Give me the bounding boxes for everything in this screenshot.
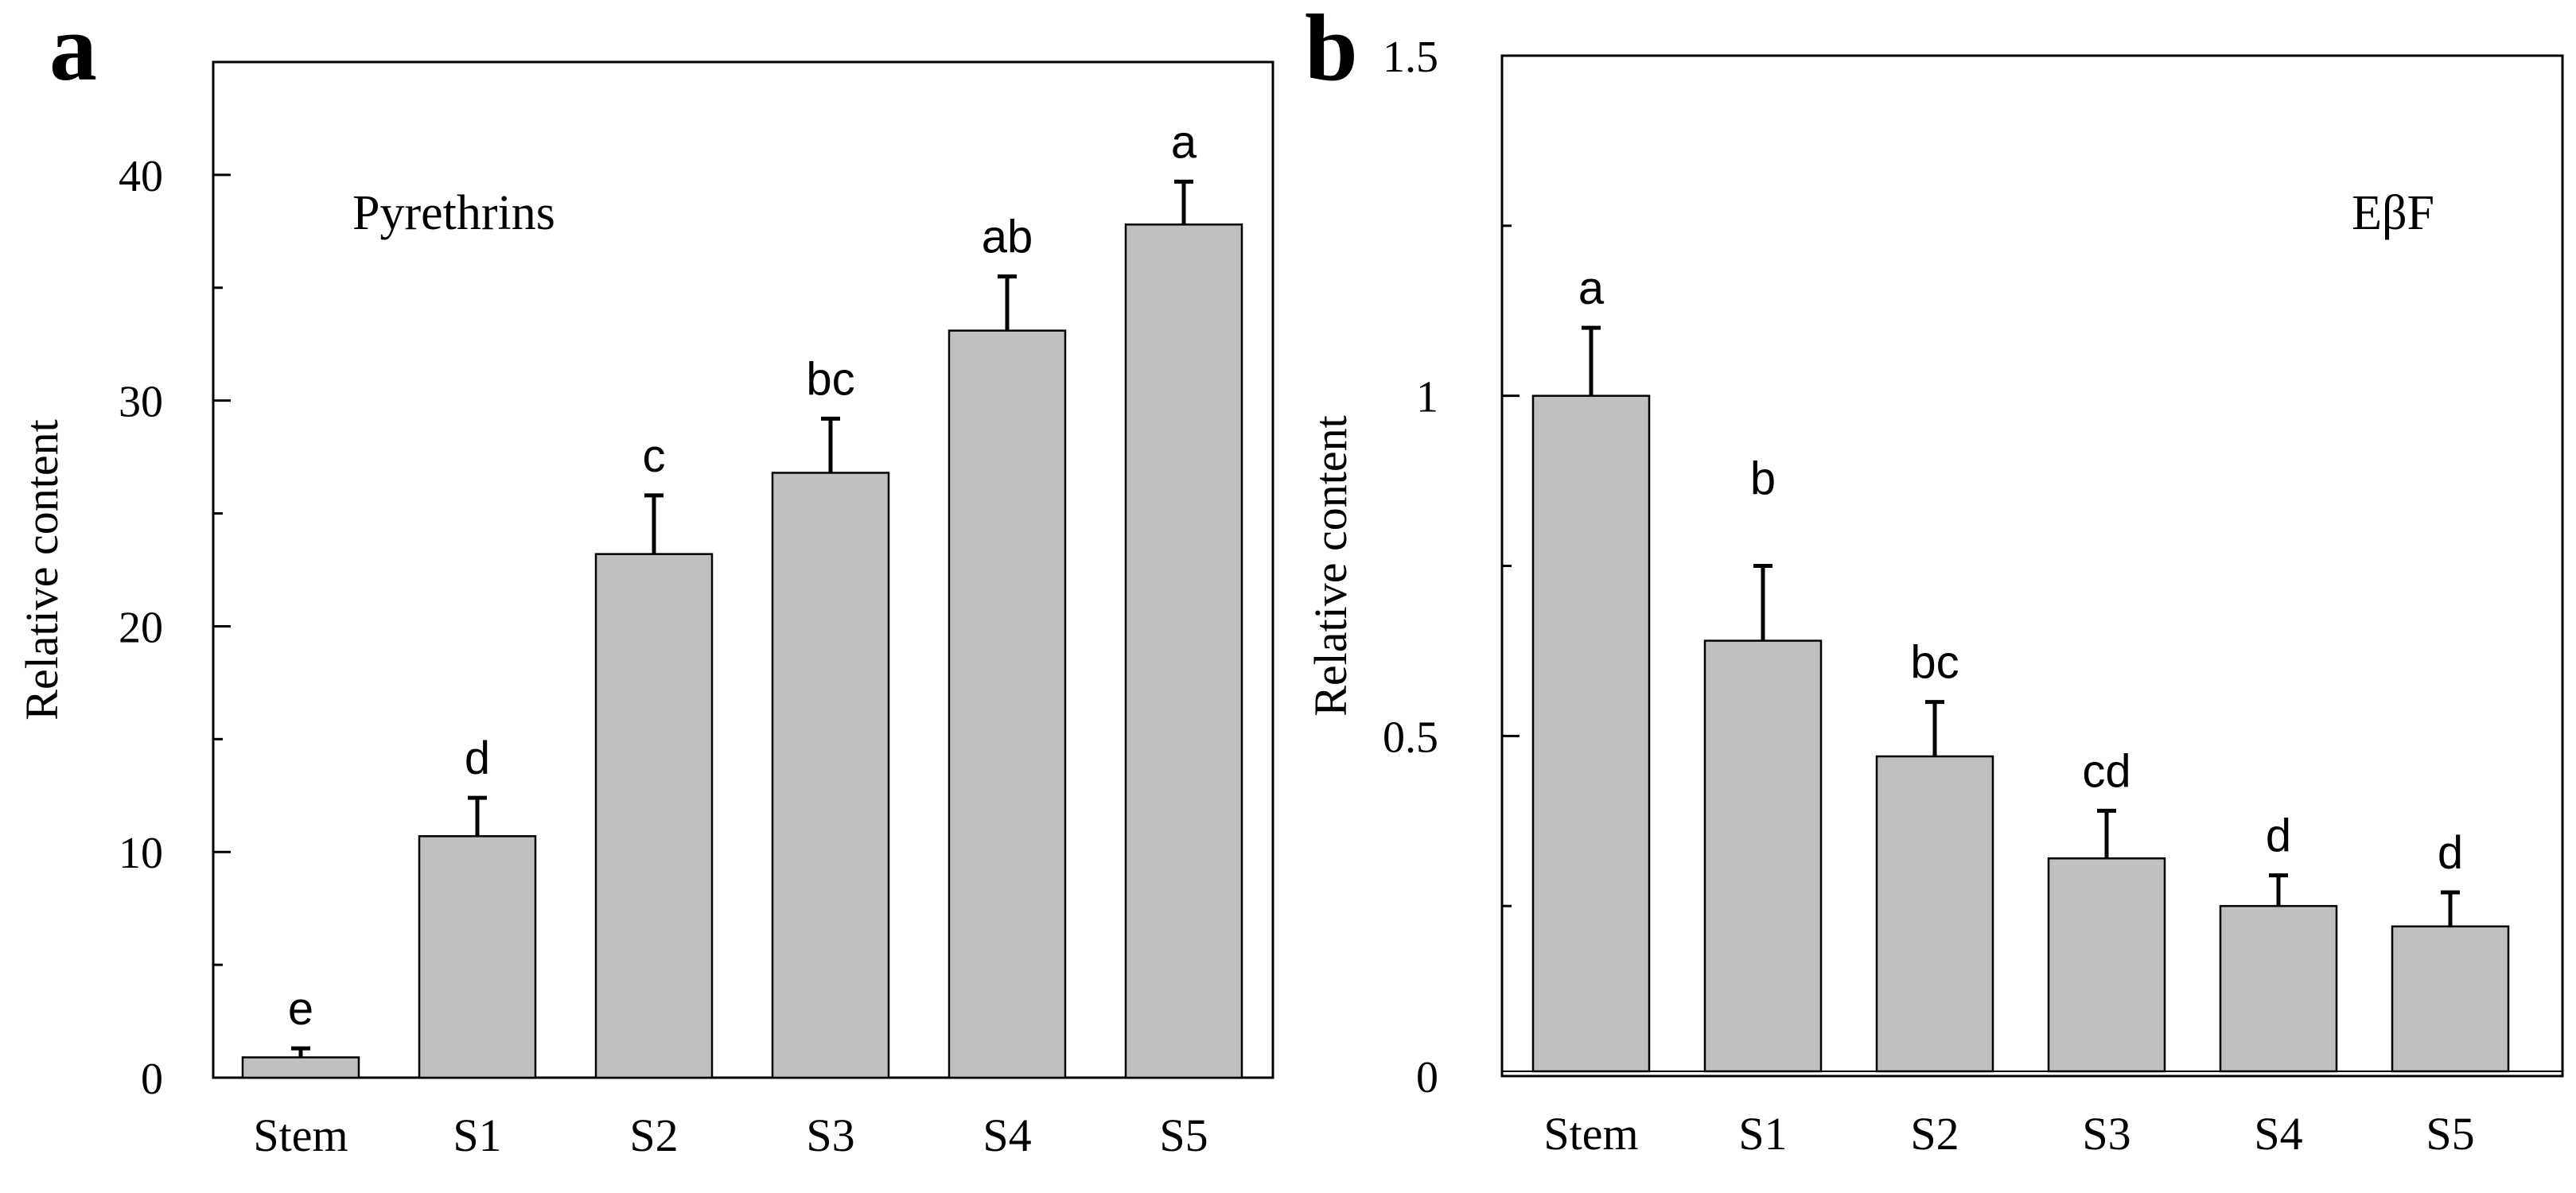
bar-s2	[594, 553, 714, 1079]
y-tick-label: 30	[119, 378, 163, 427]
y-tick-label: 0	[1416, 1053, 1438, 1102]
bar-s5	[1124, 223, 1243, 1079]
bar-s4	[2219, 904, 2338, 1073]
significance-letter: a	[1171, 116, 1197, 168]
x-tick-label: S3	[2082, 1108, 2130, 1160]
significance-letter: c	[643, 430, 666, 482]
y-tick-label: 40	[119, 152, 163, 201]
chart-title: Pyrethrins	[352, 186, 555, 240]
x-tick-label: Stem	[1543, 1108, 1638, 1160]
panel-letter: b	[1305, 0, 1358, 100]
chart-panel-a: a Pyrethrins Relative content 0 10 20 30 40 e Ste…	[16, 0, 1274, 1161]
significance-letter: d	[465, 733, 490, 784]
significance-letter: b	[1750, 453, 1776, 505]
x-tick-label: S1	[453, 1109, 501, 1161]
significance-letter: cd	[2082, 745, 2130, 797]
bar-stem	[1531, 394, 1651, 1073]
y-axis-label: Relative content	[1305, 415, 1356, 716]
bar-s1	[1703, 639, 1823, 1073]
chart-panel-b: b EβF Relative content 0 0.5 1 1.5 a Stem b S1 bc S2…	[1305, 0, 2564, 1160]
significance-letter: a	[1578, 262, 1605, 314]
significance-letter: d	[2266, 810, 2291, 862]
y-tick-label: 10	[119, 829, 163, 878]
significance-letter: ab	[982, 212, 1033, 263]
chart-title: EβF	[2352, 186, 2434, 240]
x-tick-label: S5	[2426, 1108, 2474, 1160]
y-tick-label: 0.5	[1383, 713, 1438, 762]
x-tick-label: S4	[983, 1109, 1031, 1161]
bar-s1	[418, 835, 537, 1079]
bar-s2	[1875, 755, 1994, 1073]
bar-s3	[2047, 857, 2166, 1073]
x-tick-label: S2	[629, 1109, 678, 1161]
panel-letter: a	[49, 0, 97, 100]
significance-letter: e	[288, 983, 313, 1035]
bar-s3	[771, 472, 890, 1079]
significance-letter: bc	[1910, 637, 1959, 689]
bar-s5	[2391, 925, 2510, 1073]
x-tick-label: S2	[1910, 1108, 1959, 1160]
y-tick-label: 20	[119, 603, 163, 652]
x-tick-label: S3	[806, 1109, 854, 1161]
y-tick-label: 1.5	[1383, 33, 1438, 82]
x-tick-label: Stem	[253, 1109, 348, 1161]
significance-letter: d	[2438, 827, 2463, 879]
bar-stem	[241, 1056, 360, 1079]
x-tick-label: S4	[2254, 1108, 2302, 1160]
y-tick-label: 1	[1416, 373, 1438, 422]
x-tick-label: S5	[1159, 1109, 1208, 1161]
bar-s4	[948, 329, 1067, 1079]
x-tick-label: S1	[1738, 1108, 1787, 1160]
plot-frame	[212, 60, 1274, 1079]
y-tick-label: 0	[141, 1055, 163, 1104]
significance-letter: bc	[806, 353, 854, 405]
y-axis-label: Relative content	[16, 419, 68, 720]
